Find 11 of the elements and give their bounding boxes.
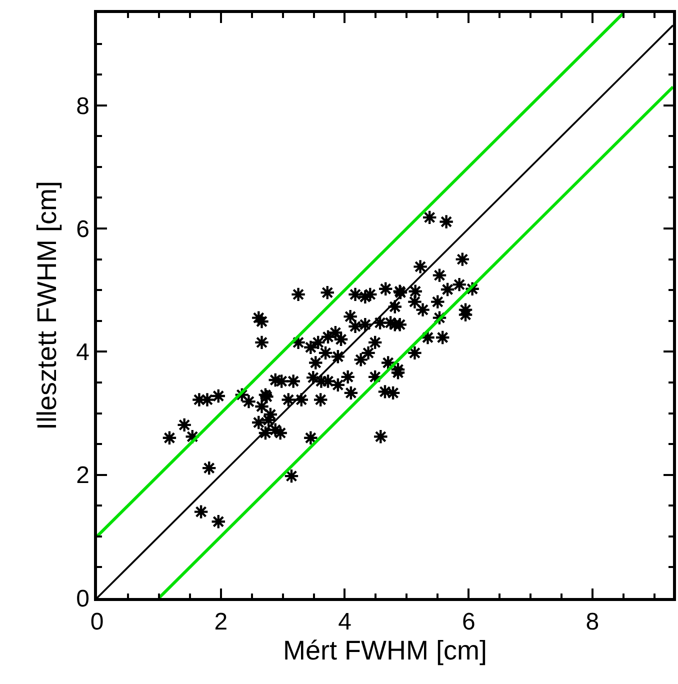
y-tick-label: 6: [76, 216, 90, 243]
x-tick-label: 8: [586, 608, 600, 636]
y-axis-title: Illesztett FWHM [cm]: [32, 181, 62, 430]
y-tick-label: 8: [76, 92, 90, 120]
y-tick-label: 0: [76, 585, 90, 612]
y-tick-label: 4: [76, 339, 90, 366]
x-tick-label: 4: [338, 608, 352, 636]
x-tick-label: 6: [462, 608, 476, 636]
x-axis-title: Mért FWHM [cm]: [283, 636, 487, 666]
x-tick-label: 2: [214, 608, 228, 636]
y-tick-label: 2: [76, 462, 90, 490]
